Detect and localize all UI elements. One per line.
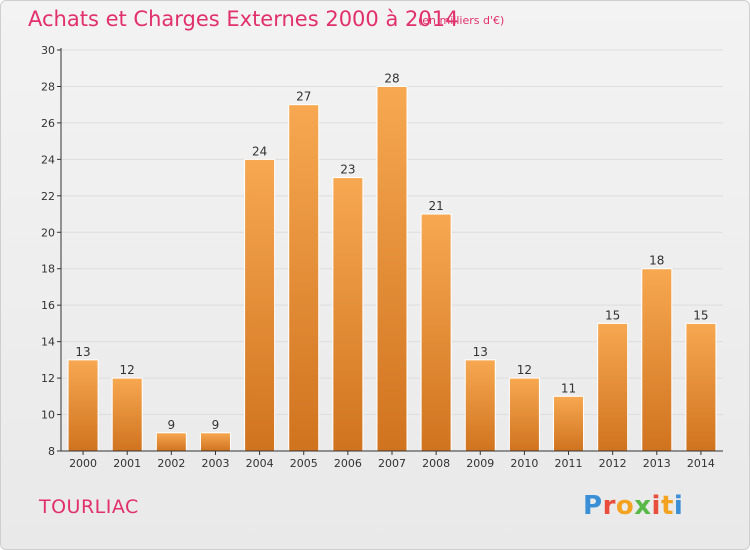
bar-2005 — [288, 104, 320, 452]
y-tick-label: 10 — [41, 409, 55, 422]
data-label-2001: 12 — [120, 363, 135, 377]
bar-2008 — [420, 213, 452, 452]
y-tick-label: 16 — [41, 299, 55, 312]
data-label-2003: 9 — [212, 418, 220, 432]
data-label-2007: 28 — [384, 71, 399, 85]
x-tick-label-2014: 2014 — [687, 457, 715, 470]
y-tick-label: 22 — [41, 190, 55, 203]
y-tick-label: 8 — [48, 445, 55, 458]
bar-2003 — [199, 432, 231, 452]
chart-subtitle: (en milliers d'€) — [418, 14, 505, 27]
data-label-2002: 9 — [168, 418, 176, 432]
y-tick-label: 30 — [41, 44, 55, 57]
data-label-2000: 13 — [75, 345, 90, 359]
bar-2010 — [508, 377, 540, 452]
bar-2011 — [553, 395, 585, 452]
bar-2009 — [464, 359, 496, 452]
bar-2000 — [67, 359, 99, 452]
y-tick-label: 14 — [41, 336, 55, 349]
data-label-2005: 27 — [296, 90, 311, 104]
bar-2013 — [641, 268, 673, 452]
data-label-2012: 15 — [605, 308, 620, 322]
y-tick-label: 20 — [41, 226, 55, 239]
bar-2001 — [111, 377, 143, 452]
x-tick-label-2009: 2009 — [466, 457, 494, 470]
bar-2004 — [244, 158, 276, 452]
y-tick-label: 28 — [41, 80, 55, 93]
bar-2007 — [376, 85, 408, 452]
y-tick-label: 24 — [41, 153, 55, 166]
data-label-2004: 24 — [252, 144, 267, 158]
chart-title: Achats et Charges Externes 2000 à 2014 — [28, 7, 459, 31]
x-tick-label-2008: 2008 — [422, 457, 450, 470]
bar-2006 — [332, 177, 364, 452]
x-tick-label-2012: 2012 — [599, 457, 627, 470]
x-tick-label-2004: 2004 — [246, 457, 274, 470]
x-tick-label-2006: 2006 — [334, 457, 362, 470]
data-label-2006: 23 — [340, 163, 355, 177]
data-label-2008: 21 — [428, 199, 443, 213]
data-label-2014: 15 — [693, 308, 708, 322]
x-tick-label-2011: 2011 — [555, 457, 583, 470]
bar-2014 — [685, 322, 717, 452]
proxiti-logo: Proxiti — [583, 491, 684, 521]
y-tick-label: 12 — [41, 372, 55, 385]
y-tick-label: 18 — [41, 263, 55, 276]
x-tick-label-2003: 2003 — [201, 457, 229, 470]
x-tick-label-2013: 2013 — [643, 457, 671, 470]
x-tick-label-2007: 2007 — [378, 457, 406, 470]
x-tick-label-2005: 2005 — [290, 457, 318, 470]
bar-2002 — [155, 432, 187, 452]
commune-name: TOURLIAC — [39, 496, 139, 518]
data-label-2013: 18 — [649, 254, 664, 268]
data-label-2011: 11 — [561, 381, 576, 395]
x-tick-label-2001: 2001 — [113, 457, 141, 470]
data-label-2009: 13 — [473, 345, 488, 359]
x-tick-label-2002: 2002 — [157, 457, 185, 470]
data-label-2010: 12 — [517, 363, 532, 377]
y-tick-label: 26 — [41, 117, 55, 130]
x-tick-label-2010: 2010 — [510, 457, 538, 470]
bar-2012 — [597, 322, 629, 452]
x-tick-label-2000: 2000 — [69, 457, 97, 470]
